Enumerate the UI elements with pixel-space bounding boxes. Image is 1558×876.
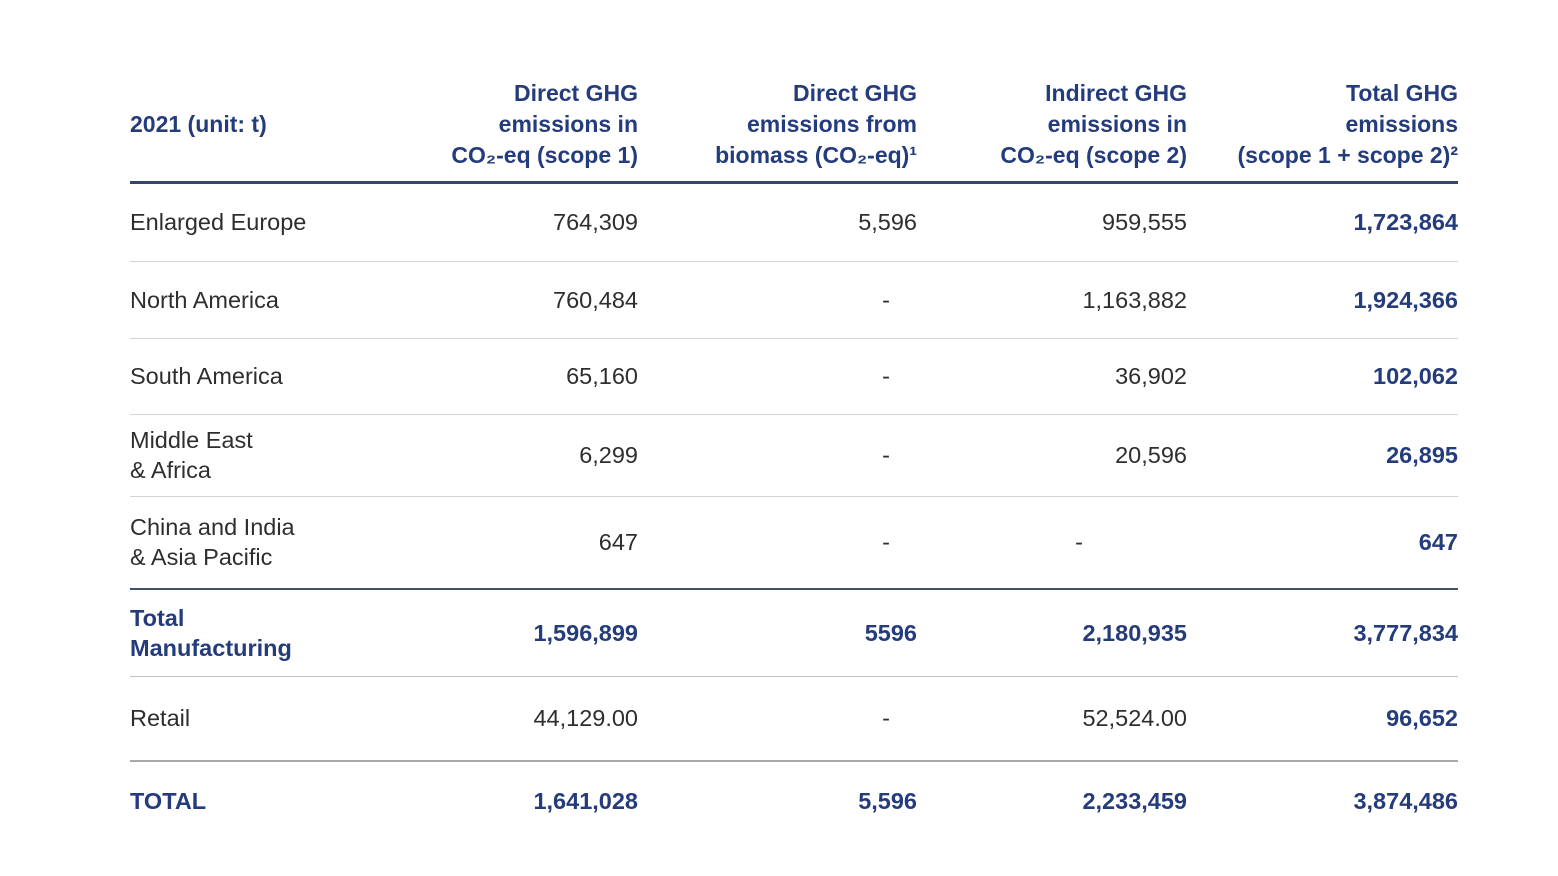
value-cell: 3,777,834 <box>1353 619 1458 646</box>
value-cell: - <box>882 705 890 732</box>
value-cell: 5596 <box>864 619 917 646</box>
value-cell: 102,062 <box>1373 363 1458 389</box>
region-cell: Retail <box>130 705 191 732</box>
table-row-grand-total: TOTAL 1,641,028 5,596 2,233,459 3,874,48… <box>130 761 1458 839</box>
table-body: Enlarged Europe 764,309 5,596 959,555 1,… <box>130 182 1458 839</box>
value-cell: 26,895 <box>1386 442 1458 468</box>
value-cell: - <box>882 442 890 468</box>
table-row-china-india-asia-pacific: China and India & Asia Pacific 647 - - 6… <box>130 496 1458 589</box>
table-row-enlarged-europe: Enlarged Europe 764,309 5,596 959,555 1,… <box>130 182 1458 261</box>
value-cell: 764,309 <box>553 209 638 235</box>
region-cell: TOTAL <box>130 787 207 814</box>
column-header-biomass: Direct GHG emissions from biomass (CO₂-e… <box>715 79 917 168</box>
value-cell: 5,596 <box>858 209 917 235</box>
table-row-middle-east-africa: Middle East & Africa 6,299 - 20,596 26,8… <box>130 414 1458 496</box>
column-header-year-unit: 2021 (unit: t) <box>130 110 267 137</box>
region-cell: Total Manufacturing <box>130 604 292 661</box>
value-cell: - <box>1075 529 1083 556</box>
value-cell: 20,596 <box>1115 442 1187 468</box>
region-cell: Enlarged Europe <box>130 209 307 235</box>
value-cell: 36,902 <box>1115 363 1187 389</box>
table-row-north-america: North America 760,484 - 1,163,882 1,924,… <box>130 261 1458 338</box>
value-cell: 959,555 <box>1102 209 1187 235</box>
value-cell: 44,129.00 <box>533 705 638 732</box>
header-row: 2021 (unit: t) Direct GHG emissions in C… <box>130 68 1458 182</box>
table-header: 2021 (unit: t) Direct GHG emissions in C… <box>130 68 1458 182</box>
table-row-south-america: South America 65,160 - 36,902 102,062 <box>130 338 1458 414</box>
value-cell: 2,180,935 <box>1082 619 1187 646</box>
table-row-retail: Retail 44,129.00 - 52,524.00 96,652 <box>130 676 1458 761</box>
value-cell: 2,233,459 <box>1082 787 1187 814</box>
value-cell: 96,652 <box>1386 705 1458 732</box>
value-cell: 1,596,899 <box>533 619 638 646</box>
value-cell: - <box>882 363 890 389</box>
value-cell: 5,596 <box>858 787 917 814</box>
ghg-emissions-table: 2021 (unit: t) Direct GHG emissions in C… <box>130 68 1458 839</box>
value-cell: 1,163,882 <box>1082 286 1187 313</box>
value-cell: 65,160 <box>566 363 638 389</box>
value-cell: 6,299 <box>579 442 638 468</box>
value-cell: 760,484 <box>553 286 638 313</box>
column-header-indirect-scope2: Indirect GHG emissions in CO₂-eq (scope … <box>1000 79 1187 168</box>
value-cell: 3,874,486 <box>1353 787 1458 814</box>
region-cell: South America <box>130 363 283 389</box>
value-cell: 647 <box>1418 529 1458 556</box>
region-cell: China and India & Asia Pacific <box>130 514 295 571</box>
value-cell: 1,641,028 <box>533 787 638 814</box>
value-cell: 1,723,864 <box>1353 209 1458 235</box>
table-row-total-manufacturing: Total Manufacturing 1,596,899 5596 2,180… <box>130 589 1458 676</box>
value-cell: 52,524.00 <box>1082 705 1187 732</box>
value-cell: - <box>882 529 890 556</box>
column-header-total-emissions: Total GHG emissions (scope 1 + scope 2)² <box>1237 79 1459 168</box>
region-cell: North America <box>130 286 279 313</box>
region-cell: Middle East & Africa <box>130 427 253 483</box>
value-cell: - <box>882 286 890 313</box>
value-cell: 1,924,366 <box>1353 286 1458 313</box>
value-cell: 647 <box>598 529 638 556</box>
column-header-direct-scope1: Direct GHG emissions in CO₂-eq (scope 1) <box>451 79 638 168</box>
